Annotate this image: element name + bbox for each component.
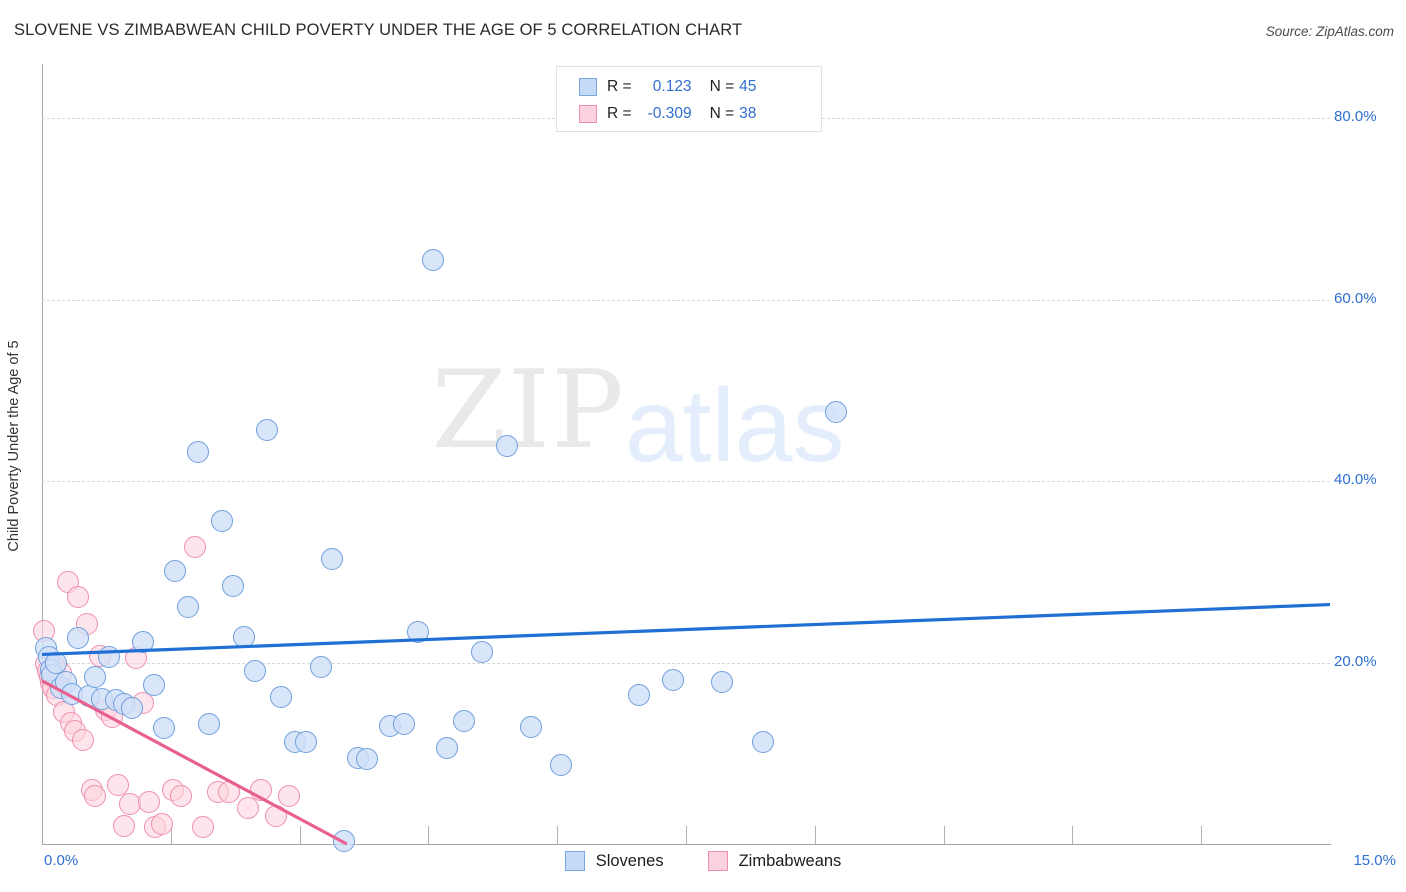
r-label-slovenes: R = xyxy=(607,77,632,95)
data-point xyxy=(67,586,90,609)
y-axis-line xyxy=(42,64,43,845)
data-point xyxy=(138,791,161,814)
data-point xyxy=(421,248,444,271)
data-point xyxy=(310,656,333,679)
data-point xyxy=(627,684,650,707)
x-axis-tick xyxy=(814,826,816,844)
data-point xyxy=(825,401,848,424)
n-label-zimbabweans: N = xyxy=(709,104,735,122)
r-value-zimbabweans: -0.309 xyxy=(647,104,692,122)
y-axis-title: Child Poverty Under the Age of 5 xyxy=(0,0,28,892)
data-point xyxy=(243,659,266,682)
y-axis-label: 20.0% xyxy=(1334,652,1377,670)
trendlines xyxy=(41,602,1331,846)
n-value-slovenes: 45 xyxy=(739,77,757,95)
y-axis-label: 80.0% xyxy=(1334,108,1377,126)
y-axis-title-label: Child Poverty Under the Age of 5 xyxy=(6,340,22,552)
x-axis-tick xyxy=(428,826,430,844)
y-axis-label: 40.0% xyxy=(1334,471,1377,489)
data-point xyxy=(211,510,234,533)
series-swatch-zimbabweans xyxy=(707,851,728,871)
trendline-slovenes xyxy=(41,602,1331,657)
data-point xyxy=(407,620,430,643)
data-point xyxy=(192,815,215,838)
data-point xyxy=(453,709,476,732)
data-point xyxy=(44,651,67,674)
trendline-zimbabweans xyxy=(41,679,348,846)
data-point xyxy=(72,728,95,751)
data-point xyxy=(198,713,221,736)
data-point xyxy=(183,536,206,559)
x-axis-tick xyxy=(1201,826,1203,844)
n-value-zimbabweans: 38 xyxy=(739,104,757,122)
data-point xyxy=(255,419,278,442)
data-point xyxy=(278,784,301,807)
data-point xyxy=(121,696,144,719)
data-point xyxy=(142,674,165,697)
series-swatch-slovenes xyxy=(564,851,585,871)
x-axis-tick xyxy=(686,826,687,844)
data-point xyxy=(752,730,775,753)
series-legend-item-zimbabweans[interactable]: Zimbabweans xyxy=(707,851,842,871)
data-point xyxy=(67,627,90,650)
data-point xyxy=(393,713,416,736)
data-point xyxy=(84,666,107,689)
gridline-20 xyxy=(42,662,1330,664)
series-label-slovenes: Slovenes xyxy=(595,851,664,870)
series-legend: Slovenes Zimbabweans xyxy=(0,851,1406,871)
data-point xyxy=(176,596,199,619)
series-legend-item-slovenes[interactable]: Slovenes xyxy=(564,851,664,871)
legend-swatch-zimbabweans xyxy=(579,104,597,123)
gridline-40 xyxy=(42,481,1330,483)
data-point xyxy=(496,434,519,457)
data-point xyxy=(295,731,318,754)
gridline-60 xyxy=(42,299,1330,301)
data-point xyxy=(321,548,344,571)
x-axis-max-label: 15.0% xyxy=(1353,852,1396,869)
data-point xyxy=(711,670,734,693)
series-label-zimbabweans: Zimbabweans xyxy=(738,851,842,870)
legend-swatch-slovenes xyxy=(579,77,597,96)
data-point xyxy=(164,560,187,582)
x-axis-tick xyxy=(170,826,172,844)
data-point xyxy=(170,784,193,807)
data-point xyxy=(187,441,210,464)
data-point xyxy=(269,686,292,709)
source-attribution: Source: ZipAtlas.com xyxy=(1265,24,1394,39)
correlation-legend: R = 0.123 N = 45 R = -0.309 N = 38 xyxy=(556,66,822,132)
data-point xyxy=(151,813,174,836)
data-point xyxy=(662,668,685,691)
data-point xyxy=(237,796,260,819)
data-point xyxy=(221,574,244,597)
x-axis-tick xyxy=(943,826,945,844)
x-axis-line xyxy=(42,844,1331,845)
r-label-zimbabweans: R = xyxy=(607,104,632,122)
data-point xyxy=(436,736,459,759)
data-point xyxy=(84,784,107,807)
data-point xyxy=(106,774,129,797)
data-point xyxy=(355,747,378,770)
n-label-slovenes: N = xyxy=(709,77,735,95)
x-axis-min-label: 0.0% xyxy=(44,852,79,869)
correlation-legend-row-slovenes: R = 0.123 N = 45 xyxy=(557,73,821,100)
data-point xyxy=(550,754,573,777)
correlation-legend-row-zimbabweans: R = -0.309 N = 38 xyxy=(557,100,821,127)
data-point xyxy=(152,716,175,739)
data-point xyxy=(132,630,155,653)
page-title: SLOVENE VS ZIMBABWEAN CHILD POVERTY UNDE… xyxy=(14,21,743,39)
x-axis-tick xyxy=(1072,826,1074,844)
data-point xyxy=(520,716,543,738)
x-axis-tick xyxy=(557,826,559,844)
data-point xyxy=(112,814,135,837)
x-axis-tick xyxy=(299,826,301,844)
y-axis-label: 60.0% xyxy=(1334,289,1377,307)
plot-area: ZIP atlas xyxy=(32,64,1331,853)
r-value-slovenes: 0.123 xyxy=(652,77,692,95)
data-point xyxy=(470,640,493,663)
